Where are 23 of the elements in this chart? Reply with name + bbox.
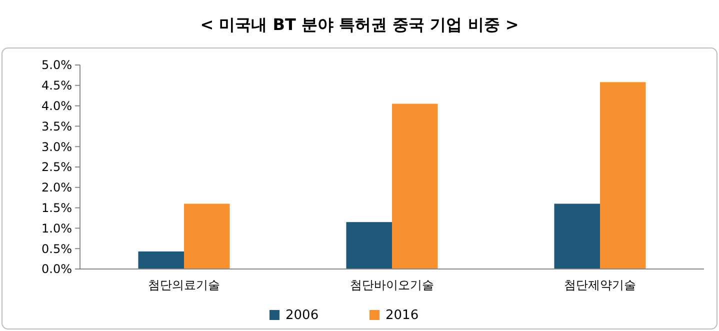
y-tick-label: 2.5% <box>42 160 72 174</box>
y-tick-label: 4.5% <box>42 78 72 93</box>
y-tick-label: 5.0% <box>42 58 72 72</box>
y-tick-label: 3.0% <box>42 140 72 154</box>
bar <box>184 204 230 269</box>
bar <box>138 251 184 269</box>
y-tick-label: 1.0% <box>42 221 72 236</box>
y-tick-label: 0.0% <box>42 262 72 276</box>
legend-label: 2016 <box>386 308 419 323</box>
y-tick-label: 0.5% <box>42 242 72 256</box>
y-tick-label: 4.0% <box>42 99 72 113</box>
x-tick-label: 첨단의료기술 <box>148 278 220 292</box>
legend-label: 2006 <box>286 308 319 323</box>
y-tick-label: 3.5% <box>42 119 72 134</box>
x-tick-label: 첨단제약기술 <box>564 278 636 292</box>
bar <box>554 204 600 269</box>
bar <box>392 104 438 269</box>
bar <box>346 222 392 269</box>
chart-title: < 미국내 BT 분야 특허권 중국 기업 비중 > <box>200 15 519 34</box>
x-tick-label: 첨단바이오기술 <box>350 278 434 292</box>
y-tick-label: 1.5% <box>42 201 72 215</box>
bar <box>600 82 646 269</box>
y-tick-label: 2.0% <box>42 180 72 195</box>
